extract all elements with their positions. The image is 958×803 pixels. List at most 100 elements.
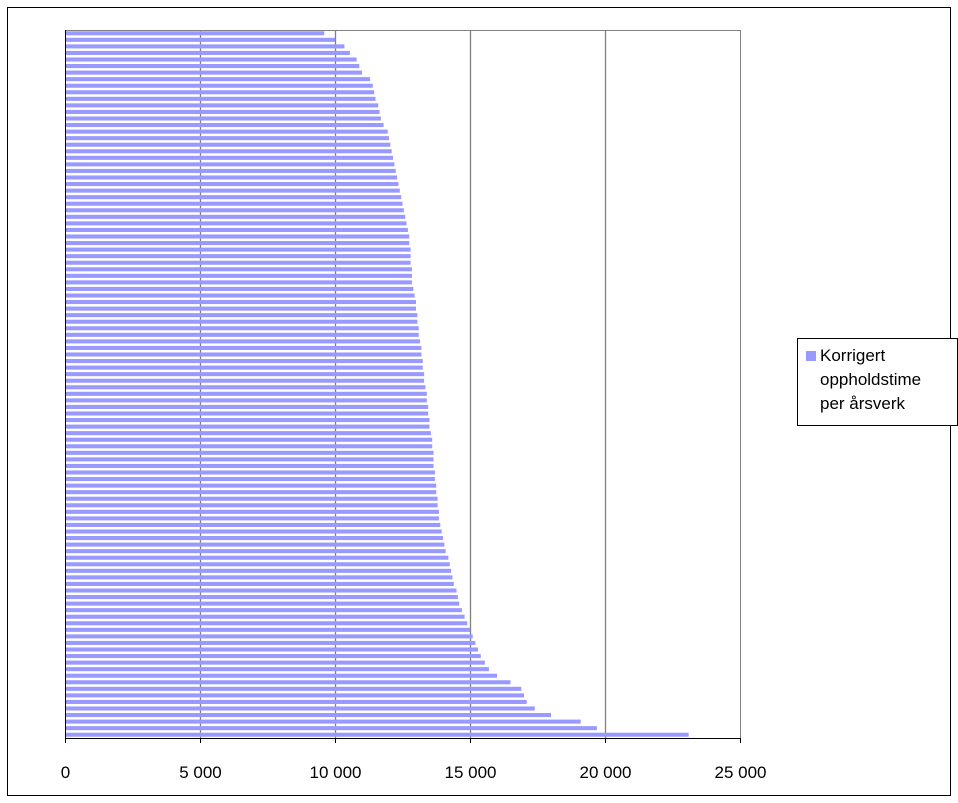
bar xyxy=(65,195,402,200)
bar xyxy=(65,424,430,429)
bar xyxy=(65,713,551,718)
bar xyxy=(65,575,453,580)
axes xyxy=(65,30,741,739)
legend: Korrigert oppholdstime per årsverk xyxy=(797,338,958,426)
x-tick-label: 0 xyxy=(61,763,70,782)
bar xyxy=(65,326,419,331)
bar xyxy=(65,247,411,252)
bar xyxy=(65,234,410,239)
bar xyxy=(65,601,460,606)
bar xyxy=(65,647,479,652)
bar xyxy=(65,411,429,416)
bar xyxy=(65,254,411,259)
bar xyxy=(65,516,439,521)
bar xyxy=(65,470,435,475)
legend-label-line: oppholdstime xyxy=(820,370,921,389)
x-tick-label: 20 000 xyxy=(580,763,632,782)
bar xyxy=(65,319,418,324)
bar xyxy=(65,398,427,403)
bar xyxy=(65,431,431,436)
bar xyxy=(65,57,357,62)
bar xyxy=(65,286,414,291)
bar xyxy=(65,595,458,600)
bar xyxy=(65,536,443,541)
legend-box xyxy=(797,338,958,426)
bar xyxy=(65,168,396,173)
legend-swatch xyxy=(806,351,816,361)
bar xyxy=(65,241,410,246)
legend-label-line: per årsverk xyxy=(820,394,906,413)
x-tick-label: 5 000 xyxy=(179,763,222,782)
bar xyxy=(65,391,427,396)
bar xyxy=(65,457,434,462)
bar xyxy=(65,96,376,101)
bar xyxy=(65,588,457,593)
bar xyxy=(65,109,380,114)
bar xyxy=(65,719,581,724)
bar xyxy=(65,50,350,55)
bar xyxy=(65,490,437,495)
bar xyxy=(65,352,422,357)
bar xyxy=(65,555,449,560)
bar xyxy=(65,372,425,377)
bar xyxy=(65,70,362,75)
bar xyxy=(65,175,398,180)
bar xyxy=(65,621,468,626)
bar xyxy=(65,686,522,691)
bar xyxy=(65,273,412,278)
bar xyxy=(65,581,454,586)
x-axis-ticks: 0 5 000 10 000 15 000 20 000 25 000 xyxy=(61,738,767,782)
bar xyxy=(65,142,391,147)
bar xyxy=(65,37,335,42)
bar xyxy=(65,345,422,350)
bar xyxy=(65,385,426,390)
bar xyxy=(65,693,524,698)
bar xyxy=(65,483,437,488)
bar xyxy=(65,726,597,731)
bar xyxy=(65,522,441,527)
bar xyxy=(65,136,389,141)
bar xyxy=(65,378,425,383)
bar xyxy=(65,149,392,154)
legend-label: Korrigert oppholdstime per årsverk xyxy=(820,346,926,413)
bar xyxy=(65,463,434,468)
bar xyxy=(65,300,416,305)
bar xyxy=(65,667,489,672)
bar xyxy=(65,365,423,370)
bar xyxy=(65,418,430,423)
bar xyxy=(65,293,415,298)
bar xyxy=(65,496,438,501)
bar xyxy=(65,267,412,272)
bar xyxy=(65,732,689,737)
bar xyxy=(65,221,407,226)
bar xyxy=(65,699,527,704)
x-tick-label: 25 000 xyxy=(715,763,767,782)
bar xyxy=(65,568,452,573)
bar xyxy=(65,654,481,659)
bar xyxy=(65,634,473,639)
bar xyxy=(65,332,419,337)
bar xyxy=(65,529,442,534)
plot-area xyxy=(65,30,741,739)
bar xyxy=(65,608,462,613)
bar xyxy=(65,562,450,567)
bar xyxy=(65,162,395,167)
bar xyxy=(65,90,375,95)
bar xyxy=(65,260,411,265)
bar xyxy=(65,404,429,409)
bar xyxy=(65,660,485,665)
bar xyxy=(65,31,325,36)
x-tick-label: 10 000 xyxy=(310,763,362,782)
bar xyxy=(65,339,421,344)
bar xyxy=(65,614,465,619)
bar xyxy=(65,359,423,364)
gridlines xyxy=(199,30,607,738)
bar xyxy=(65,208,404,213)
bar xyxy=(65,214,406,219)
bar xyxy=(65,542,445,547)
bar xyxy=(65,450,434,455)
bar xyxy=(65,44,345,49)
legend-label-line: Korrigert xyxy=(820,346,885,365)
bar xyxy=(65,477,435,482)
